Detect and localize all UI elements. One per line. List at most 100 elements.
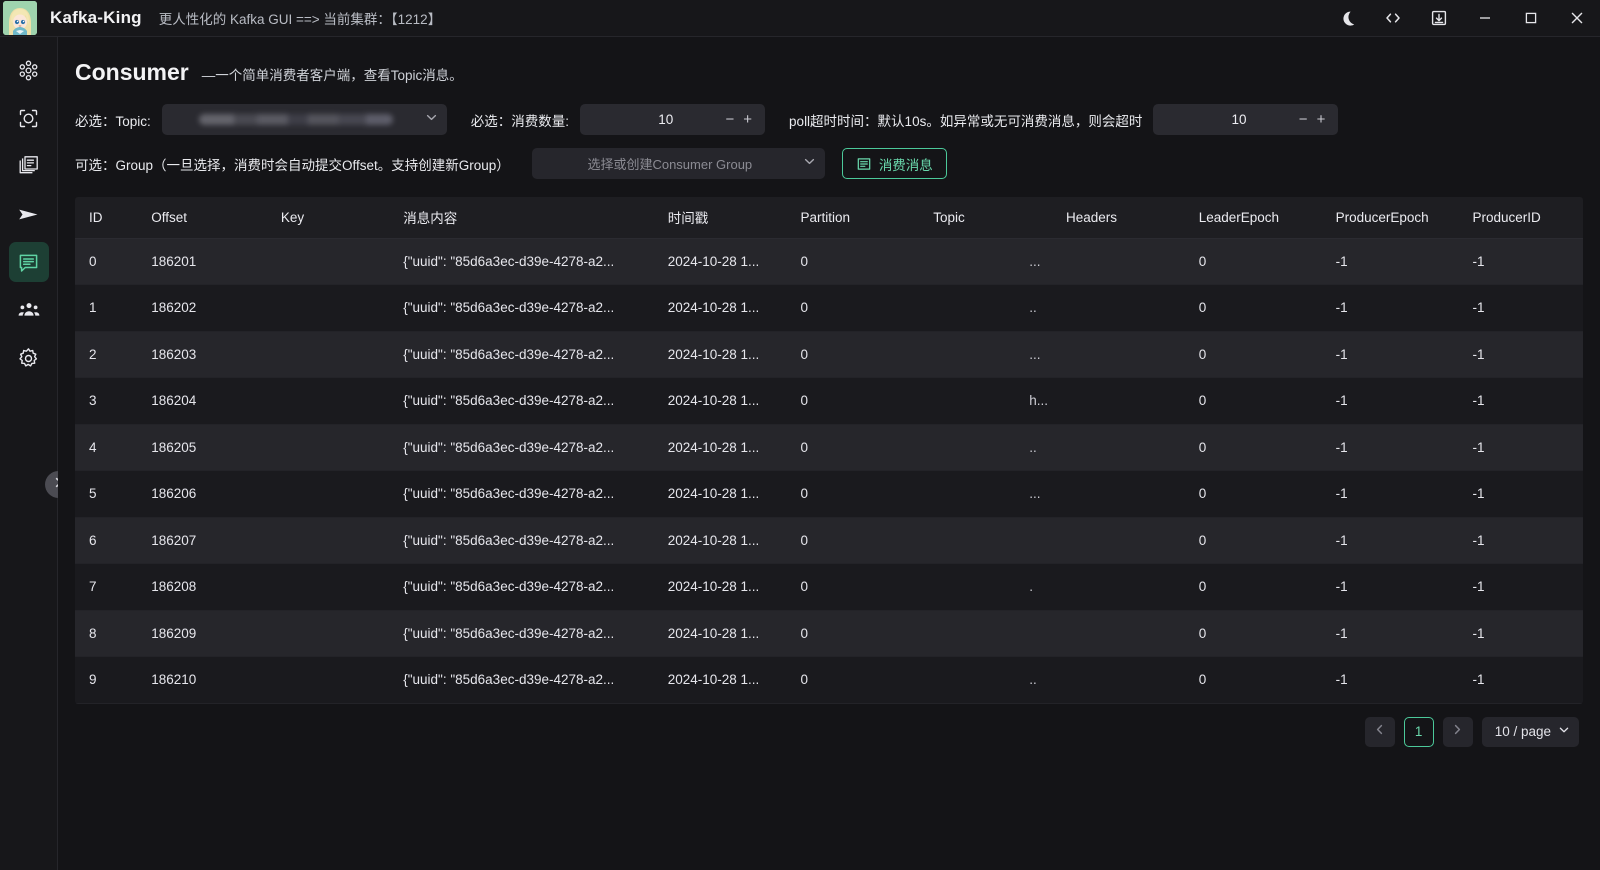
poll-timeout-stepper[interactable]: 10 − + [1153,104,1339,135]
column-header-topic[interactable]: Topic [919,197,1052,239]
topic-truncation-ellipsis: .. [1029,672,1037,688]
table-row[interactable]: 0 186201 {"uuid": "85d6a3ec-d39e-4278-a2..… [75,238,1583,285]
cell-offset: 186207 [137,517,267,564]
pagination-next-button[interactable] [1442,716,1473,747]
sidebar-item-settings[interactable] [9,338,49,378]
topic-select-value [198,114,393,125]
table-row[interactable]: 2 186203 {"uuid": "85d6a3ec-d39e-4278-a2..… [75,331,1583,378]
cell-producer-epoch: -1 [1321,377,1459,425]
cell-partition: 0 [786,563,920,611]
close-button[interactable] [1554,0,1600,37]
cell-id: 9 [75,656,138,704]
sidebar-item-group[interactable] [9,290,49,330]
poll-increment-button[interactable]: + [1316,111,1326,128]
cell-id: 4 [75,424,138,471]
minimize-button[interactable] [1462,0,1508,37]
cell-producer-id: -1 [1458,424,1583,471]
cell-producer-epoch: -1 [1321,517,1459,564]
cell-topic: ... [919,331,1052,378]
column-header-timestamp[interactable]: 时间戳 [653,197,787,239]
group-label: 可选：Group（一旦选择，消费时会自动提交Offset。支持创建新Group） [75,157,510,173]
topic-select[interactable] [161,104,447,135]
column-header-producer-epoch[interactable]: ProducerEpoch [1321,197,1459,239]
cell-timestamp: 2024-10-28 1... [653,610,787,657]
cell-id: 5 [75,470,138,518]
topic-truncation-ellipsis: ... [1029,253,1041,269]
download-button[interactable] [1416,0,1462,37]
cell-message: {"uuid": "85d6a3ec-d39e-4278-a2... [389,470,654,518]
devtools-button[interactable] [1370,0,1416,37]
chevron-down-icon [425,111,438,129]
poll-timeout-label: poll超时时间：默认10s。如异常或无可消费消息，则会超时 [789,113,1143,129]
topic-label: 必选：Topic: [75,113,151,129]
column-header-message[interactable]: 消息内容 [389,197,654,239]
sidebar-item-topic[interactable] [9,146,49,186]
column-header-offset[interactable]: Offset [137,197,267,239]
cell-producer-id: -1 [1458,656,1583,704]
pagination-page-1[interactable]: 1 [1403,716,1434,747]
cell-producer-id: -1 [1458,377,1583,425]
column-header-key[interactable]: Key [266,197,390,239]
cell-partition: 0 [786,656,920,704]
form-row-group: 可选：Group（一旦选择，消费时会自动提交Offset。支持创建新Group）… [58,148,1600,179]
cell-timestamp: 2024-10-28 1... [653,284,787,332]
column-header-id[interactable]: ID [75,197,138,239]
cell-key [266,331,390,378]
gear-icon [17,347,40,370]
cell-headers [1051,563,1185,611]
cell-offset: 186201 [137,238,267,285]
cell-headers [1051,656,1185,704]
maximize-square-button[interactable] [1508,0,1554,37]
column-header-leader-epoch[interactable]: LeaderEpoch [1184,197,1322,239]
cell-key [266,563,390,611]
topic-value-redacted [933,581,1025,593]
sidebar-item-producer[interactable] [9,194,49,234]
consume-messages-button[interactable]: 消费消息 [841,148,947,179]
title-bar: Kafka-King 更人性化的 Kafka GUI ==> 当前集群：【121… [0,0,1600,37]
cell-timestamp: 2024-10-28 1... [653,517,787,564]
anime-avatar-logo [3,1,37,35]
sidebar-item-cluster[interactable] [9,50,49,90]
cell-producer-epoch: -1 [1321,424,1459,471]
table-row[interactable]: 9 186210 {"uuid": "85d6a3ec-d39e-4278-a2..… [75,656,1583,704]
table-row[interactable]: 6 186207 {"uuid": "85d6a3ec-d39e-4278-a2..… [75,517,1583,564]
group-select[interactable]: 选择或创建Consumer Group [531,148,825,179]
cell-producer-epoch: -1 [1321,563,1459,611]
table-row[interactable]: 4 186205 {"uuid": "85d6a3ec-d39e-4278-a2..… [75,424,1583,471]
sidebar-item-broker[interactable] [9,98,49,138]
table-row[interactable]: 1 186202 {"uuid": "85d6a3ec-d39e-4278-a2..… [75,284,1583,332]
topic-value-redacted [933,488,1025,500]
cell-timestamp: 2024-10-28 1... [653,656,787,704]
cell-key [266,470,390,518]
chevron-left-icon [1373,723,1386,741]
cell-message: {"uuid": "85d6a3ec-d39e-4278-a2... [389,563,654,611]
count-stepper[interactable]: 10 − + [580,104,766,135]
column-header-partition[interactable]: Partition [786,197,920,239]
table-row[interactable]: 5 186206 {"uuid": "85d6a3ec-d39e-4278-a2..… [75,470,1583,518]
window-controls [1324,0,1600,37]
app-title: Kafka-King [50,8,142,27]
page-size-select[interactable]: 10 / page [1481,716,1579,747]
column-header-headers[interactable]: Headers [1051,197,1185,239]
table-row[interactable]: 3 186204 {"uuid": "85d6a3ec-d39e-4278-a2..… [75,377,1583,425]
pagination-prev-button[interactable] [1364,716,1395,747]
cell-producer-epoch: -1 [1321,656,1459,704]
cell-partition: 0 [786,424,920,471]
count-input[interactable]: 10 [658,112,674,127]
count-decrement-button[interactable]: − [725,111,735,128]
cell-leader-epoch: 0 [1184,563,1322,611]
page-content: Consumer —一个简单消费者客户端，查看Topic消息。 必选：Topic… [58,37,1600,870]
cell-message: {"uuid": "85d6a3ec-d39e-4278-a2... [389,656,654,704]
table-row[interactable]: 7 186208 {"uuid": "85d6a3ec-d39e-4278-a2..… [75,563,1583,611]
poll-decrement-button[interactable]: − [1298,111,1308,128]
cell-timestamp: 2024-10-28 1... [653,331,787,378]
table-row[interactable]: 8 186209 {"uuid": "85d6a3ec-d39e-4278-a2..… [75,610,1583,657]
count-increment-button[interactable]: + [743,111,753,128]
column-header-producer-id[interactable]: ProducerID [1458,197,1583,239]
theme-toggle-button[interactable] [1324,0,1370,37]
cell-topic: .. [919,284,1052,332]
cell-key [266,517,390,564]
poll-timeout-input[interactable]: 10 [1231,112,1247,127]
sidebar-item-consumer[interactable] [8,242,49,282]
app-subtitle: 更人性化的 Kafka GUI ==> 当前集群：【1212】 [158,12,442,27]
